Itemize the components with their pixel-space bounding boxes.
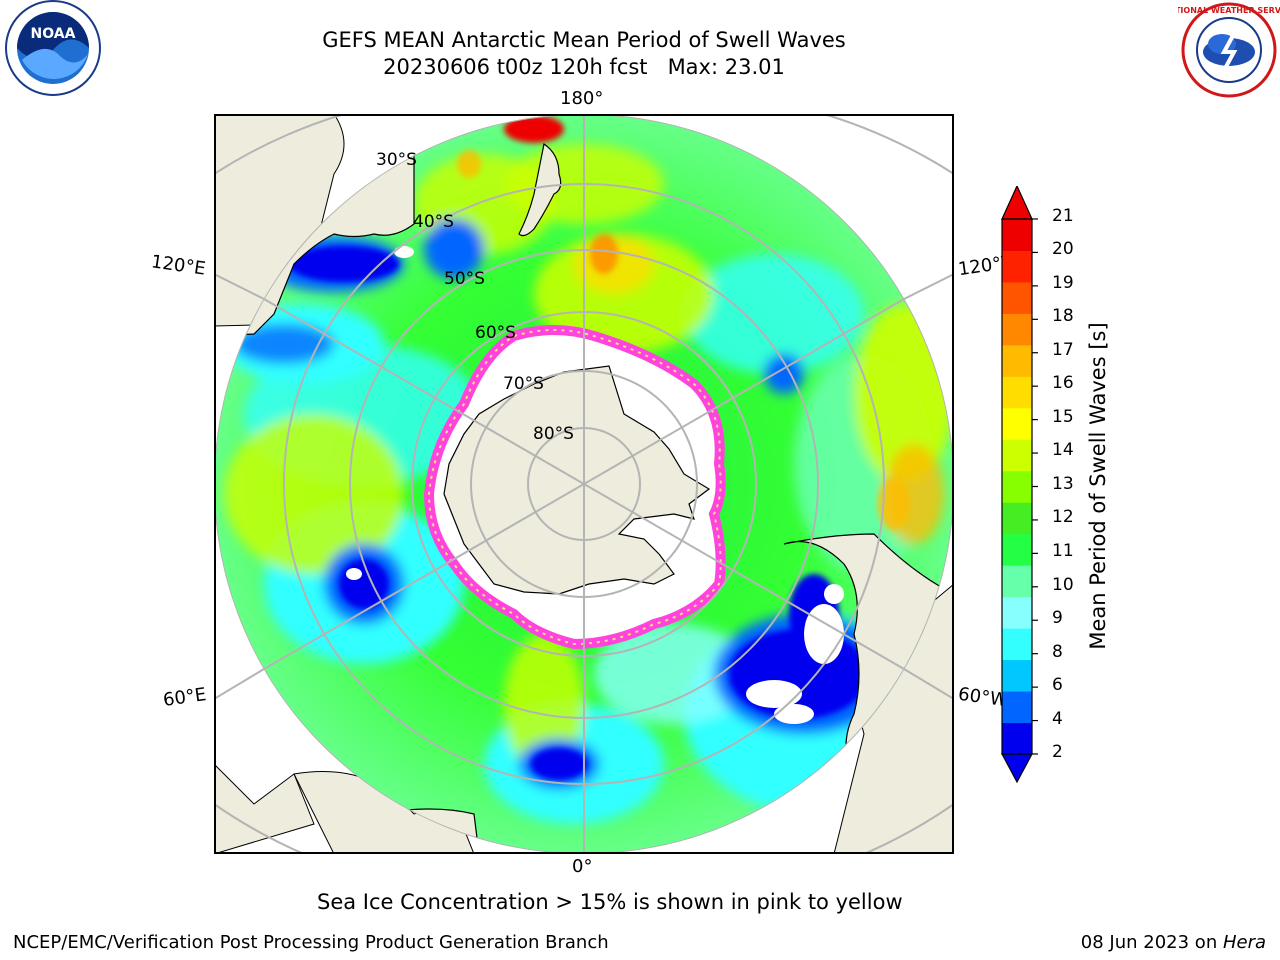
colorbar-segment (1002, 313, 1032, 346)
chart-title: GEFS MEAN Antarctic Mean Period of Swell… (322, 28, 846, 52)
lon-label-60e: 60°E (161, 684, 208, 711)
colorbar-segment (1002, 407, 1032, 440)
lat-label-70s: 70°S (503, 374, 544, 394)
colorbar-extend-max (1001, 186, 1033, 220)
colorbar-tick-marks (1032, 218, 1038, 755)
colorbar-segment (1002, 565, 1032, 598)
colorbar-segment (1002, 376, 1032, 409)
colorbar-segment (1002, 533, 1032, 566)
footer-date-text: 08 Jun 2023 on (1080, 932, 1223, 953)
noaa-logo-text: NOAA (31, 26, 76, 42)
cbar-tick-10: 10 (1052, 575, 1074, 595)
chart-subtitle: 20230606 t00z 120h fcst Max: 23.01 (383, 55, 785, 79)
cbar-tick-14: 14 (1052, 440, 1074, 460)
lon-label-0: 0° (572, 856, 593, 877)
noaa-logo: NOAA (5, 0, 101, 96)
colorbar-label: Mean Period of Swell Waves [s] (1086, 322, 1110, 650)
colorbar-segment (1002, 344, 1032, 377)
cbar-tick-11: 11 (1052, 541, 1074, 561)
cbar-tick-6: 6 (1052, 675, 1063, 695)
cbar-tick-2: 2 (1052, 742, 1063, 762)
colorbar-extend-min (1000, 753, 1034, 784)
lat-label-50s: 50°S (444, 269, 485, 289)
colorbar-segment (1002, 470, 1032, 503)
colorbar-segments (1002, 219, 1032, 755)
cbar-tick-17: 17 (1052, 340, 1074, 360)
cbar-tick-19: 19 (1052, 273, 1074, 293)
colorbar-segment (1002, 439, 1032, 472)
lat-label-60s: 60°S (475, 323, 516, 343)
colorbar-segment (1002, 722, 1032, 755)
lon-label-180: 180° (560, 88, 604, 109)
polar-map (214, 114, 954, 854)
colorbar-segment (1002, 502, 1032, 535)
colorbar-segment (1002, 219, 1032, 251)
cbar-tick-12: 12 (1052, 507, 1074, 527)
lat-label-30s: 30°S (376, 150, 417, 170)
cbar-tick-16: 16 (1052, 373, 1074, 393)
nws-logo-text: NATIONAL WEATHER SERVICE (1178, 6, 1280, 15)
graticule-outer (214, 273, 954, 700)
graticule (214, 114, 954, 854)
colorbar-segment (1002, 659, 1032, 692)
colorbar-segment (1002, 628, 1032, 661)
cbar-tick-15: 15 (1052, 407, 1074, 427)
colorbar-segment (1002, 281, 1032, 314)
lon-label-120e: 120°E (149, 251, 207, 280)
swell-field (214, 114, 954, 854)
footer-date: 08 Jun 2023 on Hera (1081, 932, 1266, 953)
cbar-tick-20: 20 (1052, 239, 1074, 259)
graticule-outer-arcs (214, 114, 954, 854)
map-frame (214, 114, 954, 854)
colorbar (1000, 186, 1038, 784)
sea-ice-note: Sea Ice Concentration > 15% is shown in … (317, 890, 903, 914)
lat-label-40s: 40°S (413, 212, 454, 232)
cbar-tick-18: 18 (1052, 306, 1074, 326)
lat-label-80s: 80°S (533, 424, 574, 444)
cbar-tick-21: 21 (1052, 206, 1074, 226)
nws-logo: NATIONAL WEATHER SERVICE (1178, 2, 1280, 98)
cbar-tick-9: 9 (1052, 608, 1063, 628)
cbar-tick-4: 4 (1052, 709, 1063, 729)
colorbar-segment (1002, 250, 1032, 283)
footer-credit: NCEP/EMC/Verification Post Processing Pr… (13, 932, 609, 953)
cbar-tick-13: 13 (1052, 474, 1074, 494)
colorbar-segment (1002, 691, 1032, 724)
cbar-tick-8: 8 (1052, 642, 1063, 662)
footer-host: Hera (1222, 932, 1266, 953)
colorbar-segment (1002, 596, 1032, 629)
